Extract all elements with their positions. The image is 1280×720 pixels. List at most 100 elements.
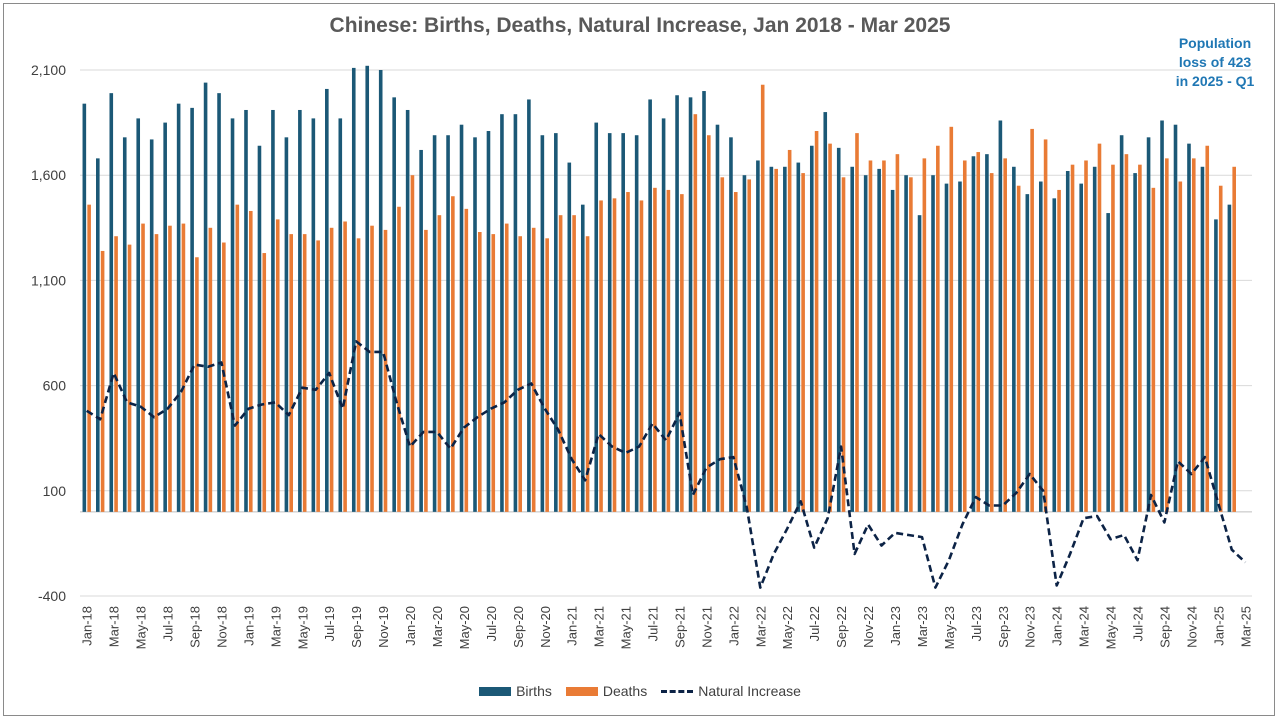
bar-deaths: [976, 152, 981, 512]
bar-deaths: [451, 196, 455, 512]
bar-births: [1214, 219, 1218, 512]
x-tick-label: Nov-22: [861, 606, 876, 648]
bar-births: [1106, 213, 1110, 512]
y-tick-label: 2,100: [31, 62, 66, 78]
x-tick-label: Sep-18: [188, 606, 203, 648]
bar-births: [917, 215, 922, 512]
x-tick-label: Sep-20: [511, 606, 526, 648]
bar-deaths: [1057, 189, 1061, 512]
bar-births: [580, 204, 585, 512]
bar-births: [500, 114, 504, 512]
bar-deaths: [1191, 158, 1196, 512]
bar-births: [1173, 124, 1178, 512]
bar-deaths: [1111, 164, 1115, 512]
x-tick-label: Mar-19: [268, 606, 283, 647]
bar-births: [419, 149, 423, 512]
bar-deaths: [936, 145, 940, 512]
bar-births: [392, 97, 396, 512]
bar-births: [527, 99, 531, 512]
legend-item-deaths: Deaths: [565, 683, 648, 699]
bar-births: [190, 107, 194, 512]
bar-deaths: [181, 223, 186, 512]
legend-item-natural-increase: Natural Increase: [661, 683, 801, 699]
bar-deaths: [370, 225, 374, 512]
bar-births: [944, 183, 949, 512]
bar-deaths: [989, 173, 994, 512]
bar-births: [850, 166, 854, 512]
bar-births: [594, 122, 599, 512]
bar-deaths: [302, 234, 307, 512]
x-tick-label: Jul-23: [969, 606, 984, 641]
bar-births: [998, 120, 1003, 512]
legend-label-deaths: Deaths: [602, 683, 648, 699]
chart-frame: [3, 3, 1275, 716]
bar-births: [338, 118, 343, 512]
bar-births: [769, 166, 774, 512]
bar-deaths: [195, 257, 199, 512]
bar-births: [1079, 183, 1084, 512]
bar-births: [742, 175, 747, 512]
legend-swatch-deaths: [565, 686, 598, 696]
bar-births: [890, 189, 895, 512]
x-tick-label: Sep-19: [349, 606, 364, 648]
bar-deaths: [612, 198, 617, 512]
x-tick-label: May-19: [295, 606, 310, 649]
bar-deaths: [693, 114, 698, 512]
bar-births: [554, 133, 558, 512]
x-tick-label: Jul-24: [1130, 606, 1145, 641]
x-tick-label: May-18: [134, 606, 149, 649]
bar-births: [163, 122, 167, 512]
bar-deaths: [1016, 185, 1021, 512]
bar-deaths: [760, 84, 765, 512]
bar-births: [230, 118, 235, 512]
bar-deaths: [720, 177, 725, 512]
bar-births: [985, 154, 989, 512]
bar-deaths: [545, 238, 549, 512]
bar-births: [378, 70, 383, 512]
legend-label-natural-increase: Natural Increase: [698, 683, 801, 699]
bar-deaths: [1205, 145, 1210, 512]
bar-deaths: [437, 215, 442, 512]
bar-births: [244, 109, 248, 512]
x-tick-label: Jul-20: [484, 606, 499, 641]
bar-births: [446, 135, 450, 512]
bar-births: [176, 103, 181, 512]
bar-births: [971, 156, 976, 512]
annotation-text: Population loss of 423 in 2025 - Q1: [1175, 35, 1255, 89]
bar-deaths: [1124, 154, 1129, 512]
bar-deaths: [531, 227, 536, 512]
bar-deaths: [410, 175, 415, 512]
x-tick-label: May-23: [942, 606, 957, 649]
legend: Births Deaths Natural Increase: [0, 683, 1280, 699]
bar-births: [863, 175, 868, 512]
bar-births: [809, 145, 814, 512]
bar-deaths: [154, 234, 159, 512]
bar-births: [1187, 143, 1191, 512]
bar-deaths: [504, 223, 509, 512]
bar-births: [82, 103, 87, 512]
bar-deaths: [733, 192, 738, 512]
bar-births: [958, 181, 962, 512]
bar-deaths: [464, 208, 469, 512]
y-tick-label: 600: [43, 378, 67, 394]
bar-births: [904, 175, 908, 512]
bar-births: [217, 93, 221, 512]
bar-deaths: [1030, 128, 1034, 512]
natural-increase-line: [86, 340, 1247, 589]
x-tick-label: Jan-20: [403, 606, 418, 646]
bar-deaths: [653, 187, 657, 512]
x-tick-label: Mar-25: [1238, 606, 1253, 647]
bar-births: [661, 118, 666, 512]
bar-births: [823, 112, 828, 512]
bar-deaths: [585, 236, 590, 512]
bar-births: [931, 175, 935, 512]
chart-title: Chinese: Births, Deaths, Natural Increas…: [329, 14, 951, 37]
y-tick-label: -400: [38, 588, 66, 604]
y-tick-label: 1,600: [31, 167, 66, 183]
bar-deaths: [87, 204, 91, 512]
bar-deaths: [680, 194, 684, 512]
bar-births: [783, 166, 787, 512]
bar-births: [877, 168, 881, 512]
bar-births: [405, 109, 410, 512]
